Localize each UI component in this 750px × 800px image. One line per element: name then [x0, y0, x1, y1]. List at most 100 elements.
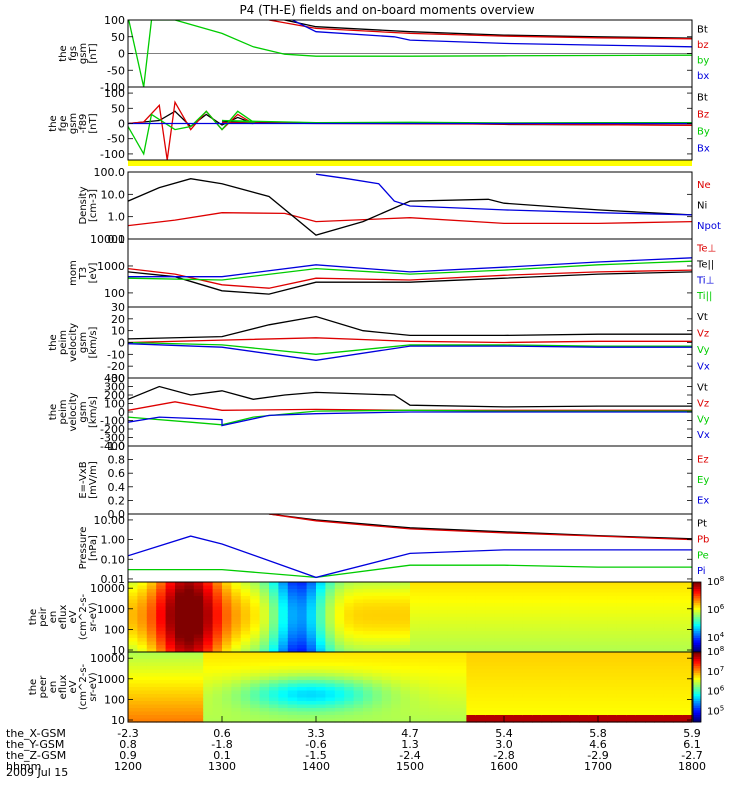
spectrogram-cell	[626, 613, 637, 618]
spectrogram-cell	[344, 666, 355, 671]
y-tick-label: 300	[104, 381, 125, 394]
spectrogram-cell	[494, 603, 505, 608]
spectrogram-cell	[156, 648, 167, 653]
spectrogram-cell	[626, 673, 637, 678]
spectrogram-cell	[541, 641, 552, 646]
spectrogram-cell	[457, 603, 467, 608]
spectrogram-cell	[663, 610, 674, 615]
spectrogram-cell	[588, 652, 599, 657]
spectrogram-cell	[607, 648, 618, 653]
spectrogram-cell	[466, 613, 477, 618]
spectrogram-cell	[457, 627, 467, 632]
spectrogram-cell	[419, 645, 430, 650]
spectrogram-cell	[259, 599, 270, 604]
spectrogram-cell	[175, 680, 185, 685]
spectrogram-cell	[607, 676, 618, 681]
spectrogram-cell	[344, 648, 355, 653]
spectrogram-cell	[156, 617, 167, 622]
spectrogram-cell	[325, 585, 336, 590]
y-axis-label: peir	[38, 606, 49, 626]
spectrogram-cell	[522, 666, 533, 671]
spectrogram-cell	[654, 631, 665, 636]
spectrogram-cell	[222, 596, 232, 601]
spectrogram-cell	[128, 645, 138, 650]
spectrogram-cell	[165, 690, 176, 695]
spectrogram-cell	[165, 585, 176, 590]
spectrogram-cell	[494, 662, 505, 667]
spectrogram-cell	[654, 655, 665, 660]
spectrogram-cell	[560, 631, 571, 636]
spectrogram-cell	[278, 680, 289, 685]
spectrogram-cell	[334, 617, 345, 622]
spectrogram-cell	[316, 610, 326, 615]
spectrogram-cell	[682, 687, 693, 692]
spectrogram-cell	[297, 620, 308, 625]
y-axis-label: gsm	[78, 401, 89, 422]
spectrogram-cell	[494, 599, 505, 604]
spectrogram-cell	[146, 673, 157, 678]
spectrogram-cell	[673, 596, 684, 601]
spectrogram-cell	[325, 662, 336, 667]
spectrogram-cell	[485, 603, 496, 608]
spectrogram-cell	[297, 669, 308, 674]
spectrogram-cell	[447, 645, 458, 650]
spectrogram-cell	[682, 683, 693, 688]
spectrogram-cell	[410, 708, 420, 713]
spectrogram-cell	[269, 606, 279, 611]
spectrogram-cell	[391, 680, 402, 685]
spectrogram-cell	[381, 599, 392, 604]
spectrogram-cell	[287, 704, 298, 709]
spectrogram-cell	[569, 634, 580, 639]
spectrogram-cell	[513, 701, 524, 706]
spectrogram-cell	[316, 704, 326, 709]
y-tick-label: 10000	[90, 582, 125, 595]
spectrogram-cell	[193, 690, 204, 695]
spectrogram-cell	[654, 666, 665, 671]
y-axis-label: peim	[58, 399, 69, 424]
spectrogram-cell	[175, 659, 185, 664]
spectrogram-cell	[353, 680, 364, 685]
spectrogram-cell	[128, 624, 138, 629]
colorbar-cell	[693, 586, 701, 590]
spectrogram-cell	[334, 645, 345, 650]
y-tick-label: 10000	[90, 652, 125, 665]
spectrogram-cell	[616, 659, 627, 664]
spectrogram-cell	[513, 711, 524, 716]
spectrogram-cell	[372, 676, 383, 681]
spectrogram-cell	[212, 683, 223, 688]
spectrogram-cell	[588, 673, 599, 678]
spectrogram-cell	[353, 662, 364, 667]
spectrogram-cell	[372, 704, 383, 709]
spectrogram-cell	[316, 666, 326, 671]
spectrogram-cell	[137, 582, 148, 587]
spectrogram-cell	[137, 617, 148, 622]
spectrogram-cell	[626, 627, 637, 632]
spectrogram-cell	[522, 659, 533, 664]
spectrogram-cell	[203, 620, 214, 625]
spectrogram-cell	[146, 620, 157, 625]
spectrogram-cell	[269, 669, 279, 674]
spectrogram-cell	[513, 659, 524, 664]
spectrogram-cell	[438, 582, 449, 587]
spectrogram-cell	[541, 638, 552, 643]
series-line-pt	[268, 514, 692, 540]
legend-entry: Te⊥	[696, 244, 716, 255]
spectrogram-cell	[203, 652, 214, 657]
spectrogram-cell	[222, 592, 232, 597]
spectrogram-cell	[569, 718, 580, 723]
spectrogram-cell	[475, 715, 486, 720]
spectrogram-cell	[128, 631, 138, 636]
spectrogram-cell	[146, 715, 157, 720]
spectrogram-cell	[353, 634, 364, 639]
spectrogram-cell	[447, 662, 458, 667]
spectrogram-cell	[400, 634, 411, 639]
spectrogram-cell	[569, 676, 580, 681]
spectrogram-cell	[222, 599, 232, 604]
orbit-value: 4.7	[401, 727, 419, 740]
spectrogram-cell	[259, 711, 270, 716]
spectrogram-cell	[588, 648, 599, 653]
spectrogram-cell	[156, 680, 167, 685]
spectrogram-cell	[259, 718, 270, 723]
spectrogram-cell	[682, 589, 693, 594]
